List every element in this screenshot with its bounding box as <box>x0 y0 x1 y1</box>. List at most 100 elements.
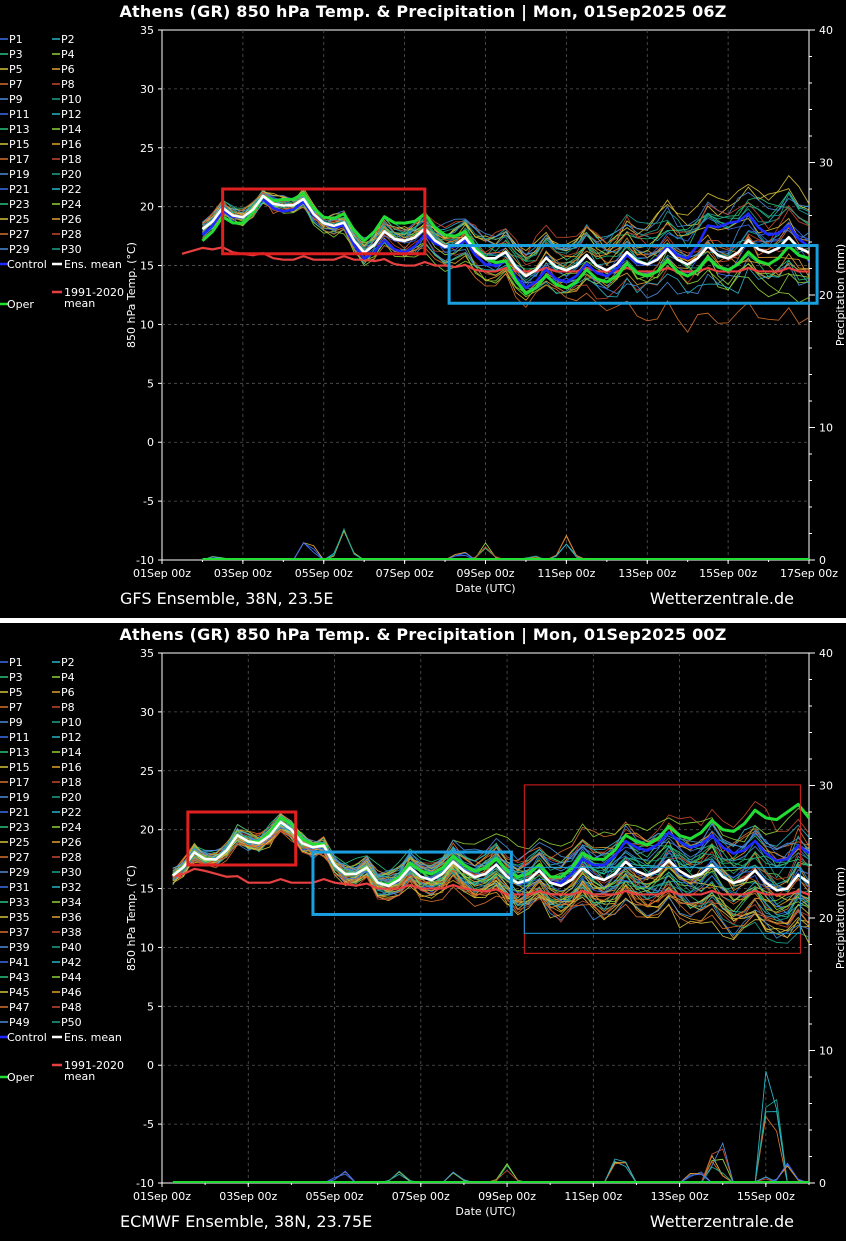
y-tick-label: -5 <box>143 1118 154 1131</box>
legend-label: P2 <box>61 656 75 669</box>
y-tick-label: 15 <box>140 883 154 896</box>
y-tick-label: 10 <box>140 941 154 954</box>
legend-label: P30 <box>61 866 82 879</box>
legend-label: P10 <box>61 716 82 729</box>
legend-label: P31 <box>9 881 30 894</box>
plot-frame <box>161 652 810 1184</box>
y-tick-label: 20 <box>140 201 154 214</box>
gfs-ensemble-panel: Athens (GR) 850 hPa Temp. & Precipitatio… <box>0 0 846 618</box>
climate-mean-line <box>171 867 809 896</box>
legend-label: P7 <box>9 701 23 714</box>
legend-label: P18 <box>61 776 82 789</box>
y-tick-label: 5 <box>147 377 154 390</box>
legend-label: P41 <box>9 956 30 969</box>
legend-label: P5 <box>9 686 23 699</box>
precip-member-line <box>172 1141 809 1183</box>
legend-label: P28 <box>61 851 82 864</box>
legend-label: P23 <box>9 821 30 834</box>
x-tick-label: 03Sep 00z <box>219 1190 277 1203</box>
x-tick-label: 03Sep 00z <box>214 567 272 580</box>
x-tick-label: 11Sep 00z <box>564 1190 622 1203</box>
legend-label: P28 <box>61 228 82 241</box>
y-tick-label: -5 <box>143 495 154 508</box>
legend-label: P18 <box>61 153 82 166</box>
legend-label: P39 <box>9 941 30 954</box>
y2-axis-label: Precipitation (mm) <box>834 867 846 969</box>
legend-label: P36 <box>61 911 82 924</box>
oper-line <box>201 191 809 296</box>
x-tick-label: 15Sep 00z <box>737 1190 795 1203</box>
precip-member-line <box>172 1148 809 1183</box>
x-tick-label: 07Sep 00z <box>376 567 434 580</box>
plot-area <box>171 800 809 1183</box>
y-tick-label: 30 <box>140 706 154 719</box>
member-line <box>172 823 809 922</box>
x-axis-label: Date (UTC) <box>455 1205 515 1218</box>
y-tick-label: 10 <box>140 318 154 331</box>
member-line <box>172 828 809 914</box>
x-tick-label: 09Sep 00z <box>478 1190 536 1203</box>
legend-label-oper: Oper <box>7 298 34 311</box>
legend-label-mean: Ens. mean <box>64 258 122 271</box>
legend-label: P13 <box>9 746 30 759</box>
legend-label: P35 <box>9 911 30 924</box>
x-tick-label: 11Sep 00z <box>537 567 595 580</box>
x-tick-label: 13Sep 00z <box>618 567 676 580</box>
x-tick-label: 01Sep 00z <box>133 1190 191 1203</box>
highlight-box <box>447 244 819 305</box>
y-tick-label: 35 <box>140 647 154 660</box>
legend-label: P33 <box>9 896 30 909</box>
member-line <box>202 201 809 298</box>
site-label: Wetterzentrale.de <box>649 1212 794 1231</box>
y-tick-label: -10 <box>136 1177 154 1190</box>
legend-label: P49 <box>9 1016 30 1029</box>
y-tick-label: 20 <box>140 824 154 837</box>
legend-label-climate: 1991-2020 <box>64 1059 124 1072</box>
y2-tick-label: 30 <box>819 157 833 170</box>
legend-label: P19 <box>9 791 30 804</box>
legend-label: P27 <box>9 228 30 241</box>
legend-label: P21 <box>9 183 30 196</box>
legend-label: P27 <box>9 851 30 864</box>
legend-label: P32 <box>61 881 82 894</box>
legend-label: P1 <box>9 656 23 669</box>
legend-label: P5 <box>9 63 23 76</box>
x-tick-label: 09Sep 00z <box>457 567 515 580</box>
y-tick-label: 15 <box>140 260 154 273</box>
legend-label: P6 <box>61 686 75 699</box>
chart-title: Athens (GR) 850 hPa Temp. & Precipitatio… <box>119 2 727 21</box>
precip-member-line <box>202 529 809 560</box>
plot-area <box>181 174 809 560</box>
precip-member-line <box>202 541 809 560</box>
precip-member-line <box>202 529 809 560</box>
y-tick-label: 0 <box>147 1059 154 1072</box>
precip-member-line <box>172 1162 809 1183</box>
legend-label: P20 <box>61 168 82 181</box>
legend-label: P20 <box>61 791 82 804</box>
legend: P1 P2 P3 P4 P5 P6 P7 P8 P9 P10 P11 P12 P13 P14 P15 P16 P… <box>0 656 124 1084</box>
legend-label: P22 <box>61 183 82 196</box>
y-tick-label: 35 <box>140 24 154 37</box>
x-tick-label: 05Sep 00z <box>306 1190 364 1203</box>
legend-label: P17 <box>9 776 30 789</box>
legend-label: P26 <box>61 213 82 226</box>
legend-label: P43 <box>9 971 30 984</box>
panel-divider <box>0 618 846 623</box>
legend-label: P29 <box>9 866 30 879</box>
legend-label: P13 <box>9 123 30 136</box>
member-line <box>172 830 809 925</box>
highlight-box <box>523 866 801 934</box>
x-tick-label: 05Sep 00z <box>295 567 353 580</box>
legend-label: P15 <box>9 761 30 774</box>
legend-label: P24 <box>61 821 82 834</box>
precip-member-line <box>172 1098 809 1183</box>
legend-label: P11 <box>9 108 30 121</box>
precip-member-line <box>172 1111 809 1183</box>
y2-tick-label: 0 <box>819 1177 826 1190</box>
legend-label: P30 <box>61 243 82 256</box>
x-tick-label: 01Sep 00z <box>133 567 191 580</box>
legend-label: P19 <box>9 168 30 181</box>
x-tick-label: 13Sep 00z <box>651 1190 709 1203</box>
legend-label: P34 <box>61 896 82 909</box>
chart-title: Athens (GR) 850 hPa Temp. & Precipitatio… <box>119 625 727 644</box>
